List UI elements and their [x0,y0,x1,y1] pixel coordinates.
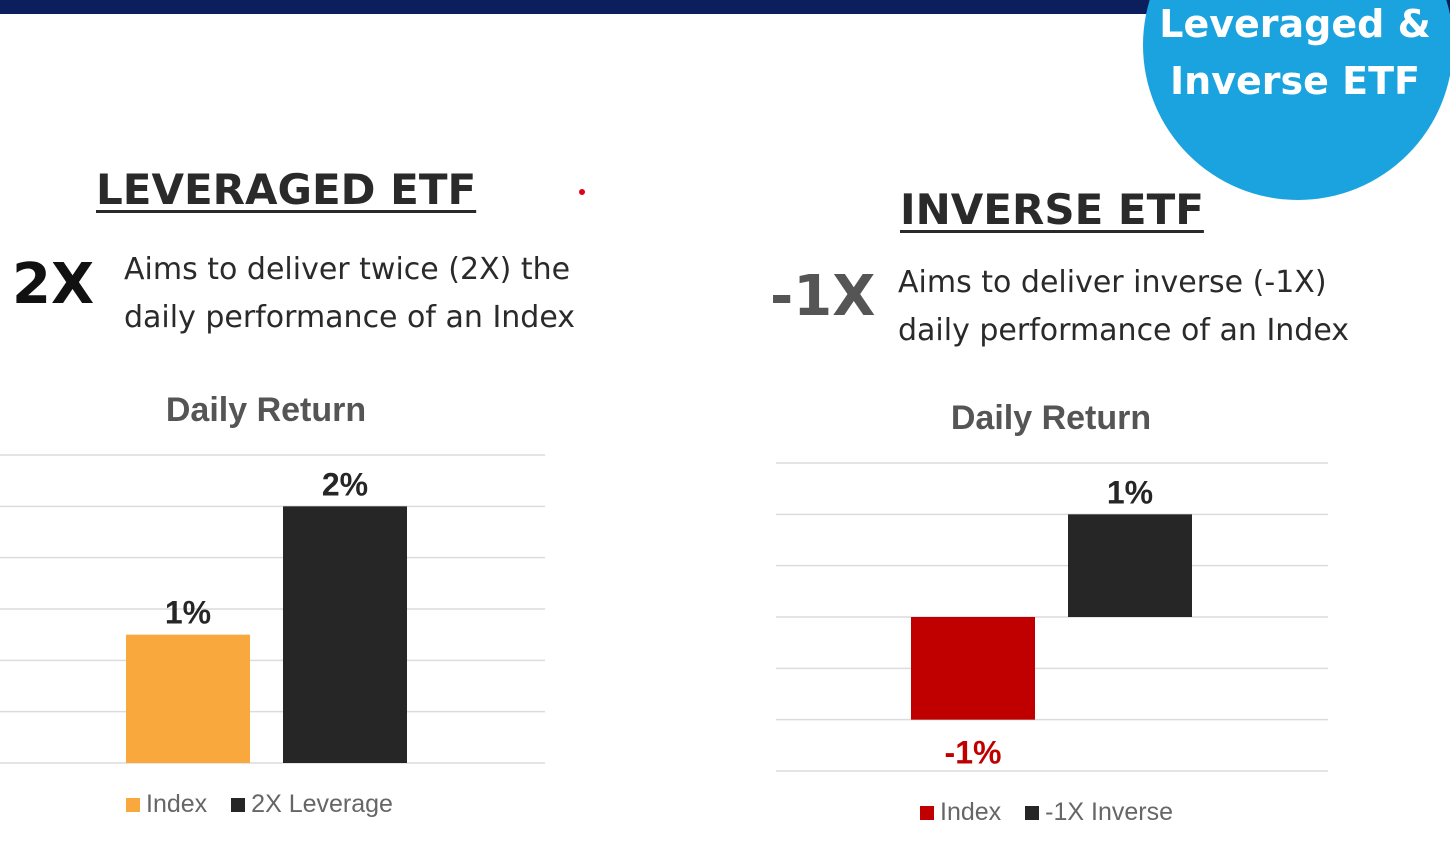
data-label-index-inverse: -1% [945,735,1002,771]
left-chart-title: Daily Return [165,391,367,429]
legend-label-2x-leverage: 2X Leverage [251,790,393,818]
badge-text: Leveraged & Inverse ETF [1159,2,1431,103]
right-chart-title: Daily Return [950,399,1152,437]
legend-label-1x-inverse: -1X Inverse [1045,798,1174,826]
data-label-index: 1% [165,595,211,631]
leveraged-etf-heading: LEVERAGED ETF [96,165,477,214]
leverage-multiplier: 2X [12,252,95,317]
bar-index-inverse [911,617,1035,720]
bar-index [126,634,250,763]
legend-item-2x-leverage: 2X Leverage [231,790,393,819]
bar-2x-leverage [283,506,407,763]
inverse-etf-description: Aims to deliver inverse (-1X) daily perf… [898,265,1350,348]
legend-swatch-index [126,797,140,812]
left-chart-legend: Index 2X Leverage [126,790,417,819]
legend-label-index: Index [146,790,208,818]
legend-item-index-inverse: Index [920,798,1001,827]
data-label-1x-inverse: 1% [1107,474,1153,510]
leveraged-return-chart: 1% 2% [0,454,545,764]
inverse-multiplier: -1X [770,264,876,329]
legend-label-index-inverse: Index [940,798,1002,826]
leveraged-etf-description: Aims to deliver twice (2X) the daily per… [124,252,576,335]
top-banner-bar [0,0,1450,14]
legend-item-1x-inverse: -1X Inverse [1025,798,1173,827]
bar-1x-inverse [1068,514,1192,617]
right-chart-legend: Index -1X Inverse [920,798,1197,827]
legend-swatch-index-inverse [920,805,934,820]
legend-swatch-2x-leverage [231,797,246,812]
inverse-etf-heading: INVERSE ETF [900,185,1204,234]
data-label-2x-leverage: 2% [322,466,368,502]
inverse-return-chart: -1% 1% [776,462,1328,772]
legend-item-index: Index [126,790,207,819]
legend-swatch-1x-inverse [1025,805,1040,820]
red-dot-marker [579,189,585,195]
